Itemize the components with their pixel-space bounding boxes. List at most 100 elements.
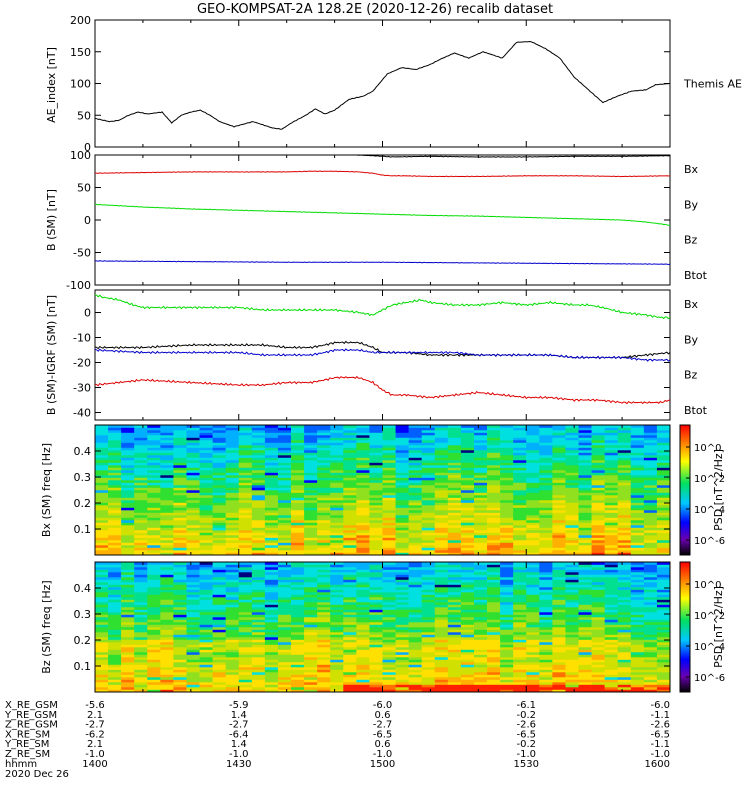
heatmap-cell [604, 547, 619, 551]
heatmap-cell [147, 445, 161, 448]
heatmap-cell [487, 525, 501, 528]
heatmap-cell [591, 470, 605, 473]
heatmap-cell [526, 569, 540, 573]
heatmap-cell [617, 440, 632, 443]
heatmap-cell [643, 619, 658, 623]
heatmap-cell [369, 689, 383, 693]
heatmap-cell [264, 485, 279, 488]
heatmap-cell [500, 652, 514, 655]
heatmap-cell [173, 562, 187, 565]
heatmap-cell [134, 445, 148, 448]
heatmap-cell [173, 430, 187, 433]
heatmap-cell [473, 475, 488, 478]
heatmap-cell [591, 572, 605, 575]
heatmap-cell [552, 574, 566, 578]
heatmap-cell [264, 470, 279, 473]
heatmap-cell [147, 432, 161, 436]
heatmap-cell [304, 682, 318, 685]
heatmap-cell [500, 597, 514, 600]
heatmap-cell [539, 659, 553, 663]
heatmap-cell [160, 604, 174, 608]
colorbar-tick-label: 10^0 [694, 443, 721, 454]
heatmap-cell [160, 579, 174, 583]
heatmap-cell [500, 552, 514, 556]
heatmap-cell [617, 497, 632, 501]
heatmap-cell [526, 480, 540, 483]
series-line-btot [94, 340, 671, 360]
heatmap-cell [277, 452, 292, 456]
heatmap-cell [343, 582, 357, 585]
heatmap-cell [460, 502, 475, 506]
heatmap-cell [552, 462, 566, 466]
heatmap-cell [238, 664, 253, 668]
heatmap-cell [447, 602, 462, 605]
heatmap-cell [238, 637, 253, 640]
heatmap-cell [134, 447, 148, 451]
heatmap-cell [500, 677, 514, 680]
heatmap-cell [552, 432, 566, 436]
heatmap-cell [617, 674, 632, 678]
heatmap-cell [487, 537, 501, 541]
heatmap-cell [199, 452, 213, 456]
heatmap-cell [565, 652, 579, 655]
heatmap-cell [95, 455, 109, 458]
heatmap-cell [186, 579, 200, 583]
heatmap-cell [304, 520, 318, 523]
heatmap-cell [473, 472, 488, 476]
heatmap-cell [447, 512, 462, 516]
heatmap-cell [369, 502, 383, 506]
heatmap-cell [408, 442, 423, 446]
heatmap-cell [108, 562, 122, 565]
heatmap-cell [552, 629, 566, 633]
heatmap-cell [343, 679, 357, 683]
heatmap-cell [343, 490, 357, 493]
heatmap-cell [147, 612, 161, 615]
heatmap-cell [212, 562, 226, 565]
heatmap-cell [578, 689, 592, 693]
heatmap-cell [199, 642, 213, 645]
heatmap-cell [539, 587, 553, 590]
heatmap-cell [277, 447, 292, 451]
heatmap-cell [134, 512, 148, 516]
heatmap-cell [421, 657, 436, 660]
heatmap-cell [487, 460, 501, 463]
heatmap-cell [526, 535, 540, 538]
heatmap-cell [447, 607, 462, 610]
heatmap-cell [421, 687, 436, 690]
heatmap-cell [539, 455, 553, 458]
heatmap-cell [487, 654, 501, 658]
heatmap-cell [343, 574, 357, 578]
heatmap-cell [264, 477, 279, 481]
heatmap-cell [617, 515, 632, 518]
heatmap-cell [421, 672, 436, 675]
heatmap-cell [291, 627, 305, 630]
heatmap-cell [95, 465, 109, 468]
heatmap-cell [513, 452, 527, 456]
heatmap-cell [264, 594, 279, 598]
heatmap-cell [447, 619, 462, 623]
heatmap-cell [173, 500, 187, 503]
heatmap-cell [408, 569, 423, 573]
heatmap-cell [277, 667, 292, 670]
heatmap-cell [160, 500, 174, 503]
heatmap-cell [526, 547, 540, 551]
heatmap-cell [408, 624, 423, 628]
heatmap-cell [487, 689, 501, 693]
heatmap-cell [656, 577, 671, 580]
heatmap-cell [277, 562, 292, 565]
heatmap-cell [238, 450, 253, 453]
heatmap-cell [108, 677, 122, 680]
heatmap-cell [134, 507, 148, 511]
heatmap-cell [591, 542, 605, 546]
heatmap-cell [238, 642, 253, 645]
heatmap-cell [317, 629, 331, 633]
heatmap-cell [434, 644, 449, 648]
heatmap-cell [500, 547, 514, 551]
heatmap-cell [343, 587, 357, 590]
series-line-by [94, 203, 670, 226]
heatmap-cell [487, 642, 501, 645]
legend-entry: Bx [684, 298, 699, 311]
heatmap-cell [447, 522, 462, 526]
heatmap-cell [238, 647, 253, 650]
heatmap-cell [591, 567, 605, 570]
